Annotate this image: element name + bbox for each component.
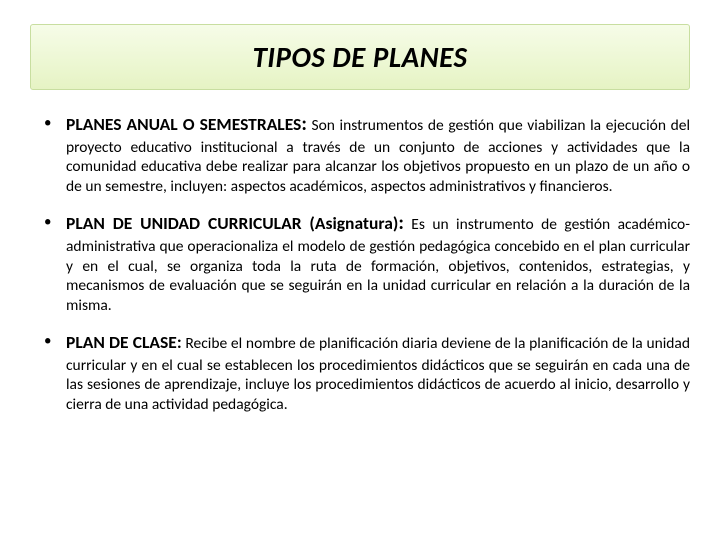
bullet-item-plan-clase: PLAN DE CLASE: Recibe el nombre de plani…	[30, 330, 690, 415]
slide-title: TIPOS DE PLANES	[39, 39, 681, 75]
title-box: TIPOS DE PLANES	[30, 24, 690, 90]
bullet-list: PLANES ANUAL O SEMESTRALES: Son instrume…	[30, 112, 690, 415]
bullet-lead: PLANES ANUAL O SEMESTRALES	[66, 113, 301, 135]
bullet-lead: PLAN DE CLASE:	[66, 331, 182, 353]
bullet-lead: PLAN DE UNIDAD CURRICULAR (Asignatura)	[66, 212, 398, 234]
bullet-item-plan-unidad: PLAN DE UNIDAD CURRICULAR (Asignatura): …	[30, 211, 690, 316]
bullet-item-planes-anual: PLANES ANUAL O SEMESTRALES: Son instrume…	[30, 112, 690, 197]
